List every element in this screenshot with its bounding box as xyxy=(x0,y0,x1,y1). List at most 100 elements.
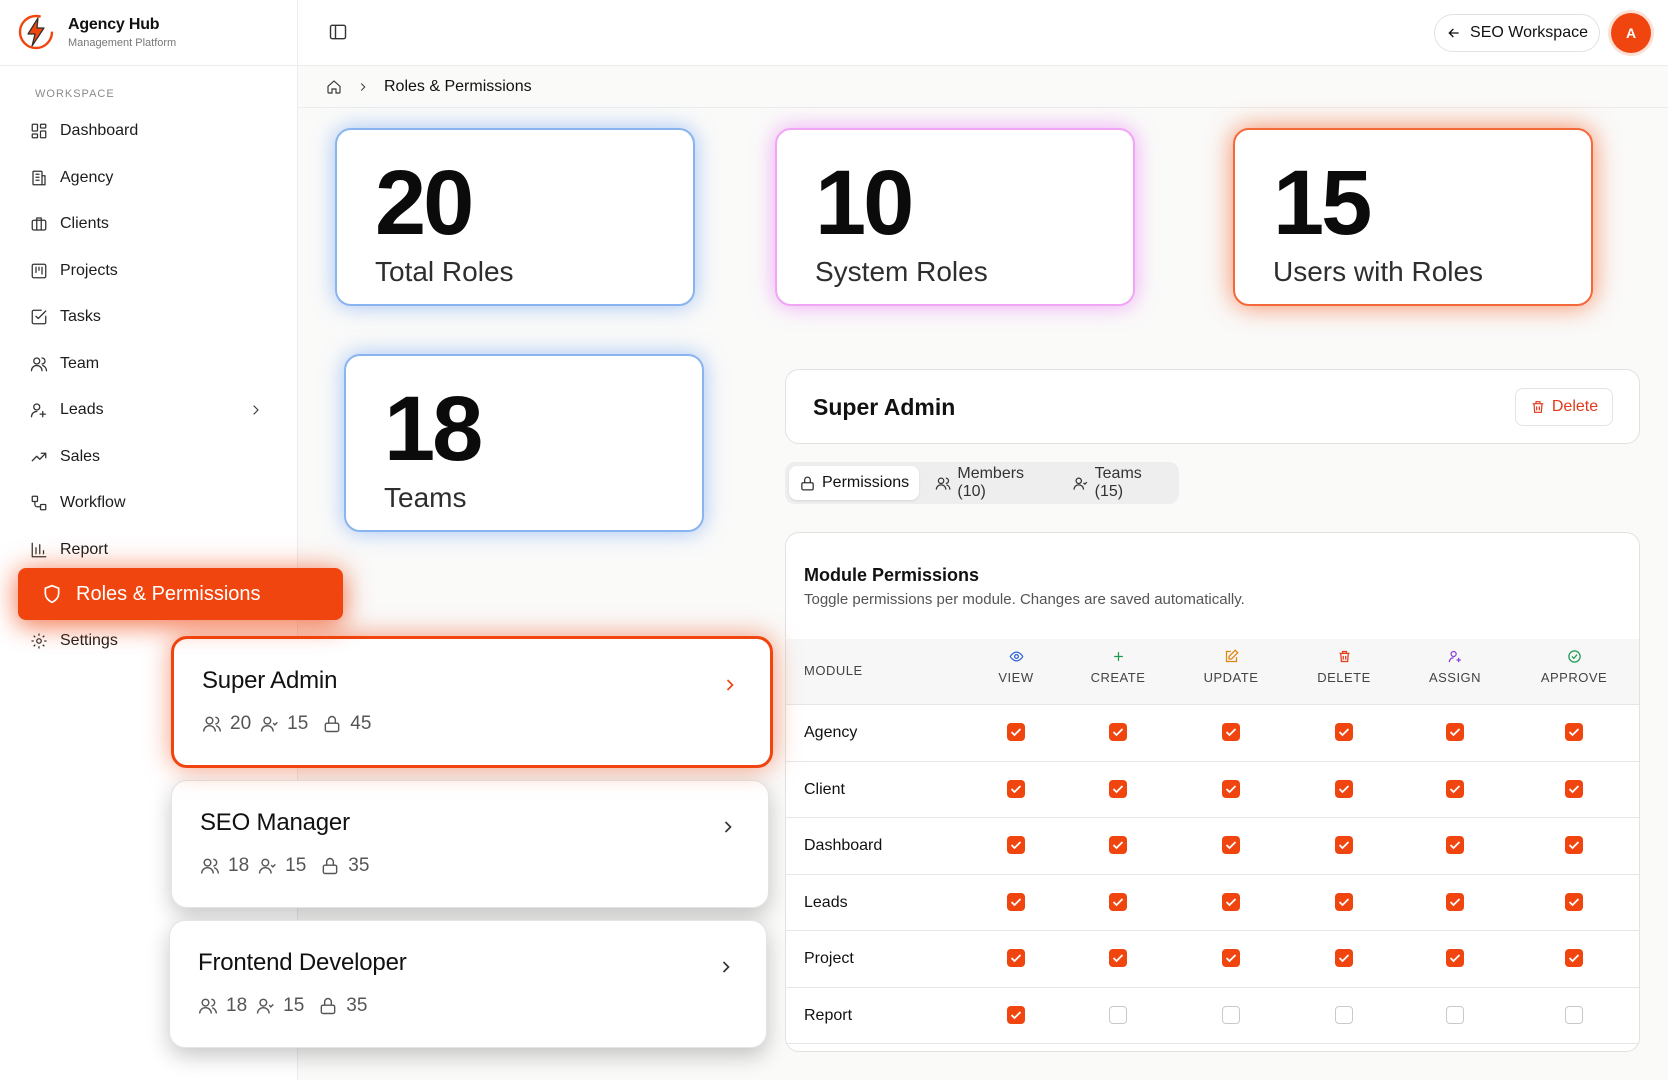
role-permission-count: 35 xyxy=(346,995,368,1016)
workspace-button[interactable]: SEO Workspace xyxy=(1434,14,1600,52)
permission-checkbox[interactable] xyxy=(1109,723,1127,741)
permission-checkbox[interactable] xyxy=(1109,892,1127,911)
home-icon[interactable] xyxy=(326,79,342,95)
sidebar-item-dashboard[interactable]: Dashboard xyxy=(0,108,298,155)
permission-checkbox[interactable] xyxy=(1007,1005,1025,1024)
permission-checkbox[interactable] xyxy=(1565,836,1583,854)
column-header-delete: DELETE xyxy=(1294,649,1394,685)
sidebar-item-sales[interactable]: Sales xyxy=(0,434,298,481)
check-circle-icon xyxy=(1567,650,1581,663)
module-name: Project xyxy=(804,950,854,967)
permission-checkbox[interactable] xyxy=(1007,949,1025,967)
permission-checkbox[interactable] xyxy=(1446,779,1464,798)
role-meta: 18 15 35 xyxy=(198,995,738,1017)
permission-checkbox[interactable] xyxy=(1109,836,1127,854)
check-icon xyxy=(1225,897,1237,906)
tab-members[interactable]: Members (10) xyxy=(925,465,1062,500)
column-label: APPROVE xyxy=(1540,670,1608,685)
check-icon xyxy=(1112,841,1124,850)
lock-icon xyxy=(320,997,336,1015)
stat-label: Users with Roles xyxy=(1273,256,1484,287)
permission-checkbox[interactable] xyxy=(1007,779,1025,798)
eye-icon xyxy=(1009,651,1023,662)
permission-checkbox[interactable] xyxy=(1222,1005,1240,1024)
sidebar-toggle-icon[interactable] xyxy=(328,22,348,42)
check-icon xyxy=(1225,841,1237,850)
sidebar-item-label: Team xyxy=(60,354,100,372)
permission-checkbox[interactable] xyxy=(1222,723,1240,741)
permission-checkbox[interactable] xyxy=(1446,892,1464,911)
permission-checkbox[interactable] xyxy=(1007,892,1025,911)
sidebar-item-projects[interactable]: Projects xyxy=(0,248,298,295)
permission-checkbox[interactable] xyxy=(1335,723,1353,741)
permission-checkbox[interactable] xyxy=(1335,892,1353,911)
check-icon xyxy=(1338,954,1350,963)
sidebar-item-roles-permissions[interactable]: Roles & Permissions xyxy=(18,568,343,620)
check-icon xyxy=(1010,841,1022,850)
role-card-super-admin[interactable]: Super Admin 20 15 45 xyxy=(171,636,773,768)
sidebar-item-label: Report xyxy=(60,540,109,558)
user-plus-icon xyxy=(30,403,47,418)
permission-checkbox[interactable] xyxy=(1446,723,1464,741)
permission-checkbox[interactable] xyxy=(1565,723,1583,741)
users-icon xyxy=(198,998,218,1014)
permission-checkbox[interactable] xyxy=(1335,949,1353,967)
permission-checkbox[interactable] xyxy=(1222,892,1240,911)
permission-checkbox[interactable] xyxy=(1565,892,1583,911)
avatar[interactable]: A xyxy=(1611,13,1651,53)
brand[interactable]: Agency Hub Management Platform xyxy=(16,12,176,52)
team-icon xyxy=(1073,476,1088,490)
chevron-right-icon[interactable] xyxy=(248,402,264,418)
permissions-subtitle: Toggle permissions per module. Changes a… xyxy=(804,591,1245,608)
column-header-create: CREATE xyxy=(1068,649,1168,685)
check-icon xyxy=(1568,897,1580,906)
permission-checkbox[interactable] xyxy=(1007,723,1025,741)
sidebar-nav: Dashboard Agency Clients Projects Tasks … xyxy=(0,108,298,573)
sidebar-item-clients[interactable]: Clients xyxy=(0,201,298,248)
permission-checkbox[interactable] xyxy=(1109,1005,1127,1024)
permission-checkbox[interactable] xyxy=(1222,949,1240,967)
sidebar-item-settings[interactable]: Settings xyxy=(30,632,118,650)
sidebar-item-report[interactable]: Report xyxy=(0,527,298,574)
permission-checkbox[interactable] xyxy=(1109,949,1127,967)
permission-checkbox[interactable] xyxy=(1565,779,1583,798)
sidebar-item-team[interactable]: Team xyxy=(0,341,298,388)
permission-checkbox[interactable] xyxy=(1565,949,1583,967)
team-icon xyxy=(256,998,274,1014)
sidebar-item-tasks[interactable]: Tasks xyxy=(0,294,298,341)
workflow-icon xyxy=(31,495,47,511)
permission-checkbox[interactable] xyxy=(1222,779,1240,798)
permission-checkbox[interactable] xyxy=(1565,1005,1583,1024)
sidebar-item-workflow[interactable]: Workflow xyxy=(0,480,298,527)
permission-checkbox[interactable] xyxy=(1222,836,1240,854)
role-name: SEO Manager xyxy=(200,809,350,836)
check-icon xyxy=(1568,784,1580,793)
check-icon xyxy=(1449,841,1461,850)
sidebar-item-label: Roles & Permissions xyxy=(76,582,261,605)
permission-checkbox[interactable] xyxy=(1335,836,1353,854)
role-card-frontend-developer[interactable]: Frontend Developer 18 15 35 xyxy=(169,920,767,1048)
delete-role-button[interactable]: Delete xyxy=(1515,388,1613,426)
permission-checkbox[interactable] xyxy=(1335,1005,1353,1024)
role-detail-tabs: Permissions Members (10) Teams (15) xyxy=(785,462,1179,504)
role-card-seo-manager[interactable]: SEO Manager 18 15 35 xyxy=(171,780,769,908)
stat-value: 15 xyxy=(1273,152,1372,254)
chevron-right-icon xyxy=(360,82,366,91)
breadcrumb: Roles & Permissions xyxy=(298,66,1668,108)
tab-permissions[interactable]: Permissions xyxy=(789,466,920,500)
sidebar-item-agency[interactable]: Agency xyxy=(0,155,298,202)
column-label: CREATE xyxy=(1090,670,1146,685)
check-icon xyxy=(1449,728,1461,737)
permission-checkbox[interactable] xyxy=(1446,949,1464,967)
sidebar-item-leads[interactable]: Leads xyxy=(0,387,298,434)
permission-checkbox[interactable] xyxy=(1446,836,1464,854)
tab-teams[interactable]: Teams (15) xyxy=(1068,465,1175,500)
sidebar-item-label: Sales xyxy=(60,447,101,465)
permission-checkbox[interactable] xyxy=(1446,1005,1464,1024)
permissions-table: MODULE VIEW CREATE UPDATE DELETE ASSIGN APPRO… xyxy=(786,639,1639,1044)
stat-card-teams: 18 Teams xyxy=(344,354,704,532)
gear-icon xyxy=(31,633,47,649)
permission-checkbox[interactable] xyxy=(1109,779,1127,798)
permission-checkbox[interactable] xyxy=(1007,836,1025,854)
permission-checkbox[interactable] xyxy=(1335,779,1353,798)
